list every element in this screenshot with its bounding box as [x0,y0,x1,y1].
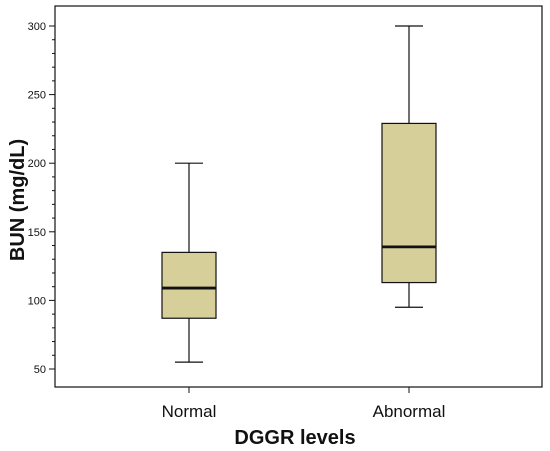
y-tick-label: 50 [34,364,46,376]
box-normal [161,162,217,363]
iqr-box [381,122,437,284]
boxes [161,25,437,363]
plot-frame [54,5,543,388]
y-axis: 50 100 150 200 250 300 [28,21,55,376]
x-axis-title: DGGR levels [234,427,355,449]
iqr-box [161,251,217,319]
x-axis: Normal Abnormal [162,387,446,421]
x-category-label: Abnormal [373,402,446,421]
y-tick-label: 100 [28,295,46,307]
box-abnormal [381,25,437,308]
y-axis-title: BUN (mg/dL) [7,139,29,261]
y-tick-label: 300 [28,21,46,33]
y-tick-label: 250 [28,90,46,102]
y-tick-label: 200 [28,158,46,170]
y-tick-label: 150 [28,227,46,239]
x-category-label: Normal [162,402,217,421]
